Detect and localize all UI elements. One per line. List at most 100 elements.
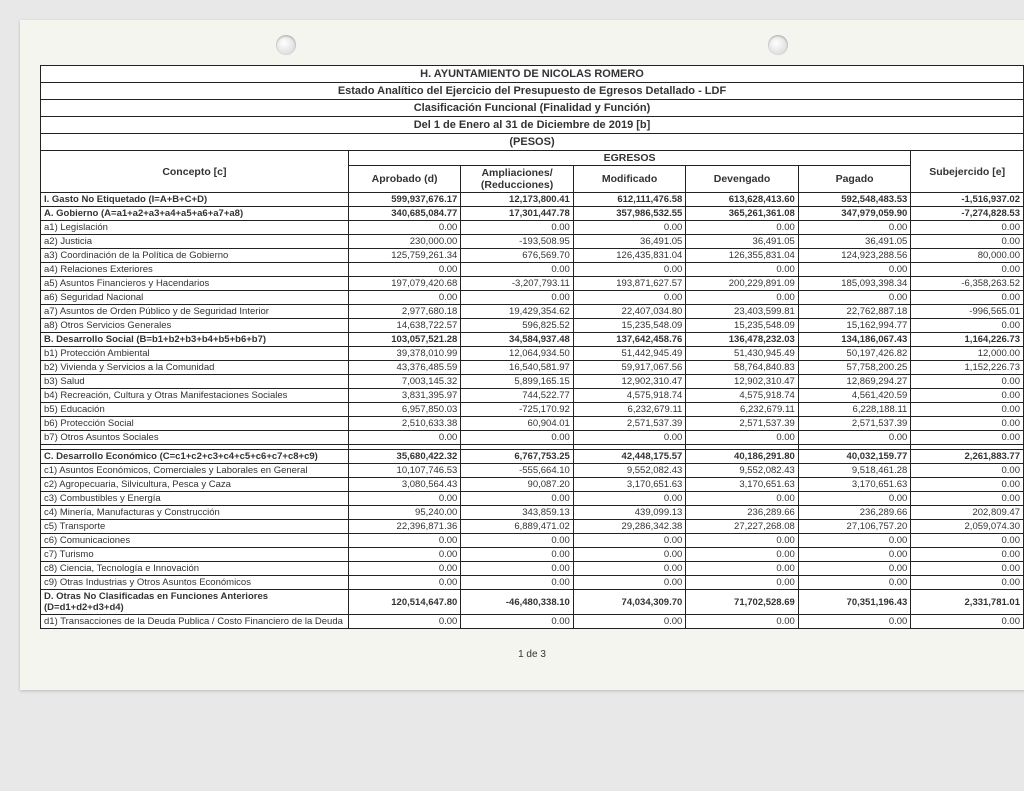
cell-value: 0.00	[911, 221, 1024, 235]
cell-value: 2,331,781.01	[911, 590, 1024, 615]
cell-value: 592,548,483.53	[798, 193, 911, 207]
cell-value: 744,522.77	[461, 389, 574, 403]
cell-value: 12,902,310.47	[686, 375, 799, 389]
cell-value: 0.00	[911, 615, 1024, 629]
row-label: a6) Seguridad Nacional	[41, 291, 349, 305]
row-label: c2) Agropecuaria, Silvicultura, Pesca y …	[41, 478, 349, 492]
cell-value: 23,403,599.81	[686, 305, 799, 319]
cell-value: 34,584,937.48	[461, 333, 574, 347]
table-row: a2) Justicia230,000.00-193,508.9536,491.…	[41, 235, 1024, 249]
cell-value: 0.00	[911, 562, 1024, 576]
cell-value: -6,358,263.52	[911, 277, 1024, 291]
cell-value: 126,355,831.04	[686, 249, 799, 263]
cell-value: 0.00	[573, 562, 686, 576]
cell-value: 126,435,831.04	[573, 249, 686, 263]
cell-value: 3,170,651.63	[573, 478, 686, 492]
col-header-ampliaciones: Ampliaciones/ (Reducciones)	[461, 166, 574, 193]
cell-value: 51,430,945.49	[686, 347, 799, 361]
cell-value: 676,569.70	[461, 249, 574, 263]
cell-value: 197,079,420.68	[348, 277, 461, 291]
cell-value: -46,480,338.10	[461, 590, 574, 615]
cell-value: 439,099.13	[573, 506, 686, 520]
title-line: Clasificación Funcional (Finalidad y Fun…	[41, 100, 1024, 117]
cell-value: 137,642,458.76	[573, 333, 686, 347]
table-row: c9) Otras Industrias y Otros Asuntos Eco…	[41, 576, 1024, 590]
cell-value: 12,869,294.27	[798, 375, 911, 389]
cell-value: 2,571,537.39	[686, 417, 799, 431]
punch-holes	[40, 35, 1024, 55]
cell-value: 0.00	[461, 431, 574, 445]
cell-value: 2,510,633.38	[348, 417, 461, 431]
cell-value: 10,107,746.53	[348, 464, 461, 478]
cell-value: 60,904.01	[461, 417, 574, 431]
cell-value: 0.00	[686, 221, 799, 235]
col-header-devengado: Devengado	[686, 166, 799, 193]
cell-value: -725,170.92	[461, 403, 574, 417]
cell-value: 2,571,537.39	[798, 417, 911, 431]
cell-value: 134,186,067.43	[798, 333, 911, 347]
cell-value: 5,899,165.15	[461, 375, 574, 389]
cell-value: 0.00	[798, 576, 911, 590]
cell-value: 39,378,010.99	[348, 347, 461, 361]
cell-value: 4,575,918.74	[573, 389, 686, 403]
cell-value: 12,173,800.41	[461, 193, 574, 207]
cell-value: 0.00	[461, 562, 574, 576]
row-label: D. Otras No Clasificadas en Funciones An…	[41, 590, 349, 615]
cell-value: -1,516,937.02	[911, 193, 1024, 207]
cell-value: 7,003,145.32	[348, 375, 461, 389]
row-label: c4) Minería, Manufacturas y Construcción	[41, 506, 349, 520]
cell-value: 0.00	[461, 291, 574, 305]
cell-value: 613,628,413.60	[686, 193, 799, 207]
col-header-egresos: EGRESOS	[348, 151, 911, 166]
title-line: Del 1 de Enero al 31 de Diciembre de 201…	[41, 117, 1024, 134]
row-label: c5) Transporte	[41, 520, 349, 534]
title-line: Estado Analítico del Ejercicio del Presu…	[41, 83, 1024, 100]
cell-value: 0.00	[573, 263, 686, 277]
table-row: a6) Seguridad Nacional0.000.000.000.000.…	[41, 291, 1024, 305]
row-label: c7) Turismo	[41, 548, 349, 562]
cell-value: 6,957,850.03	[348, 403, 461, 417]
cell-value: 340,685,084.77	[348, 207, 461, 221]
cell-value: 36,491.05	[686, 235, 799, 249]
cell-value: 2,571,537.39	[573, 417, 686, 431]
cell-value: 14,638,722.57	[348, 319, 461, 333]
cell-value: 125,759,261.34	[348, 249, 461, 263]
cell-value: 22,396,871.36	[348, 520, 461, 534]
cell-value: 0.00	[798, 615, 911, 629]
cell-value: 347,979,059.90	[798, 207, 911, 221]
row-label: I. Gasto No Etiquetado (I=A+B+C+D)	[41, 193, 349, 207]
cell-value: 0.00	[798, 221, 911, 235]
cell-value: 0.00	[461, 576, 574, 590]
cell-value: 42,448,175.57	[573, 450, 686, 464]
col-header-pagado: Pagado	[798, 166, 911, 193]
cell-value: 29,286,342.38	[573, 520, 686, 534]
row-label: c3) Combustibles y Energía	[41, 492, 349, 506]
col-header-aprobado: Aprobado (d)	[348, 166, 461, 193]
table-row: b6) Protección Social2,510,633.3860,904.…	[41, 417, 1024, 431]
cell-value: 612,111,476.58	[573, 193, 686, 207]
cell-value: 0.00	[348, 492, 461, 506]
cell-value: 36,491.05	[573, 235, 686, 249]
cell-value: 95,240.00	[348, 506, 461, 520]
cell-value: 15,162,994.77	[798, 319, 911, 333]
table-row: c4) Minería, Manufacturas y Construcción…	[41, 506, 1024, 520]
row-label: b4) Recreación, Cultura y Otras Manifest…	[41, 389, 349, 403]
table-row: a7) Asuntos de Orden Público y de Seguri…	[41, 305, 1024, 319]
table-row: b5) Educación6,957,850.03-725,170.926,23…	[41, 403, 1024, 417]
cell-value: 0.00	[461, 221, 574, 235]
cell-value: 6,232,679.11	[686, 403, 799, 417]
cell-value: 230,000.00	[348, 235, 461, 249]
cell-value: 0.00	[686, 576, 799, 590]
budget-table: H. AYUNTAMIENTO DE NICOLAS ROMERO Estado…	[40, 65, 1024, 629]
table-row: a3) Coordinación de la Política de Gobie…	[41, 249, 1024, 263]
table-row: c2) Agropecuaria, Silvicultura, Pesca y …	[41, 478, 1024, 492]
cell-value: 599,937,676.17	[348, 193, 461, 207]
row-label: b6) Protección Social	[41, 417, 349, 431]
table-row: c3) Combustibles y Energía0.000.000.000.…	[41, 492, 1024, 506]
cell-value: 0.00	[798, 291, 911, 305]
cell-value: -3,207,793.11	[461, 277, 574, 291]
cell-value: 6,889,471.02	[461, 520, 574, 534]
row-label: a2) Justicia	[41, 235, 349, 249]
table-row: c1) Asuntos Económicos, Comerciales y La…	[41, 464, 1024, 478]
cell-value: 0.00	[573, 615, 686, 629]
